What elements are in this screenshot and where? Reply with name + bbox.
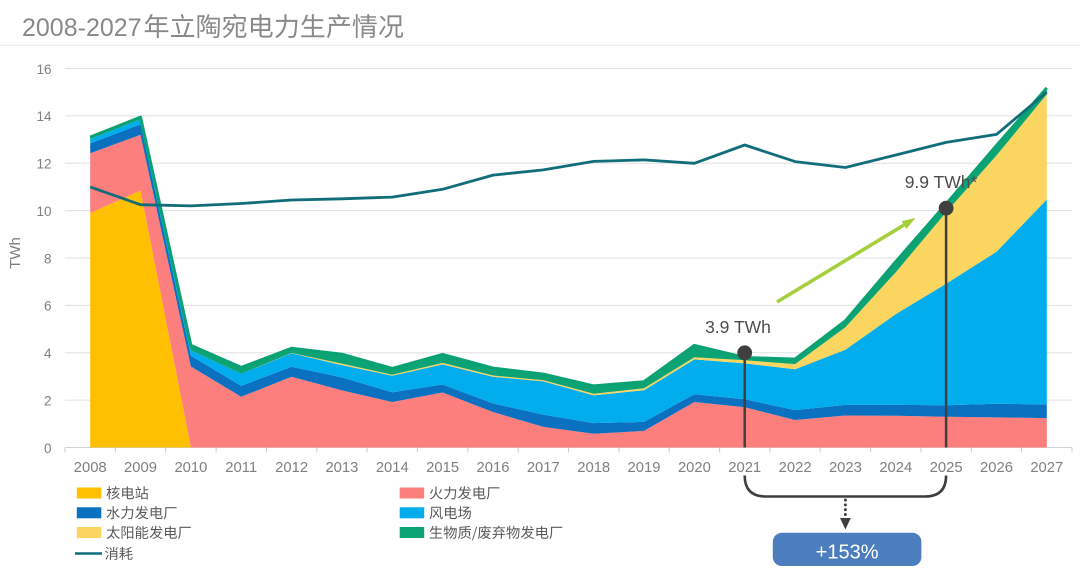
svg-text:2016: 2016 — [477, 460, 510, 476]
svg-text:10: 10 — [36, 204, 51, 219]
svg-text:TWh: TWh — [7, 237, 24, 269]
svg-text:2008-2027: 2008-2027 — [22, 14, 142, 42]
svg-text:2021: 2021 — [728, 460, 761, 476]
svg-text:2019: 2019 — [628, 460, 661, 476]
svg-text:14: 14 — [36, 109, 52, 124]
svg-text:2012: 2012 — [275, 460, 308, 476]
svg-text:2024: 2024 — [879, 460, 912, 476]
svg-text:2027: 2027 — [1030, 460, 1063, 476]
svg-text:4: 4 — [44, 346, 52, 361]
svg-text:3.9 TWh: 3.9 TWh — [705, 317, 771, 337]
svg-text:2023: 2023 — [829, 460, 862, 476]
svg-text:2020: 2020 — [678, 460, 711, 476]
svg-text:8: 8 — [44, 251, 52, 266]
svg-text:12: 12 — [36, 157, 51, 172]
svg-text:2010: 2010 — [174, 460, 207, 476]
svg-text:2009: 2009 — [124, 460, 157, 476]
svg-text:6: 6 — [44, 299, 52, 314]
svg-text:2008: 2008 — [74, 460, 107, 476]
svg-text:2022: 2022 — [779, 460, 812, 476]
svg-text:2026: 2026 — [980, 460, 1013, 476]
svg-text:0: 0 — [44, 441, 52, 456]
svg-text:16: 16 — [36, 62, 51, 77]
svg-text:2014: 2014 — [376, 460, 409, 476]
svg-text:2: 2 — [44, 393, 52, 408]
svg-text:+153%: +153% — [816, 542, 879, 564]
svg-text:2025: 2025 — [930, 460, 963, 476]
svg-text:9.9 TWh*: 9.9 TWh* — [905, 172, 978, 192]
svg-text:2017: 2017 — [527, 460, 560, 476]
svg-text:2013: 2013 — [325, 460, 358, 476]
svg-text:2018: 2018 — [577, 460, 610, 476]
svg-text:2011: 2011 — [225, 460, 257, 476]
svg-text:2015: 2015 — [426, 460, 459, 476]
